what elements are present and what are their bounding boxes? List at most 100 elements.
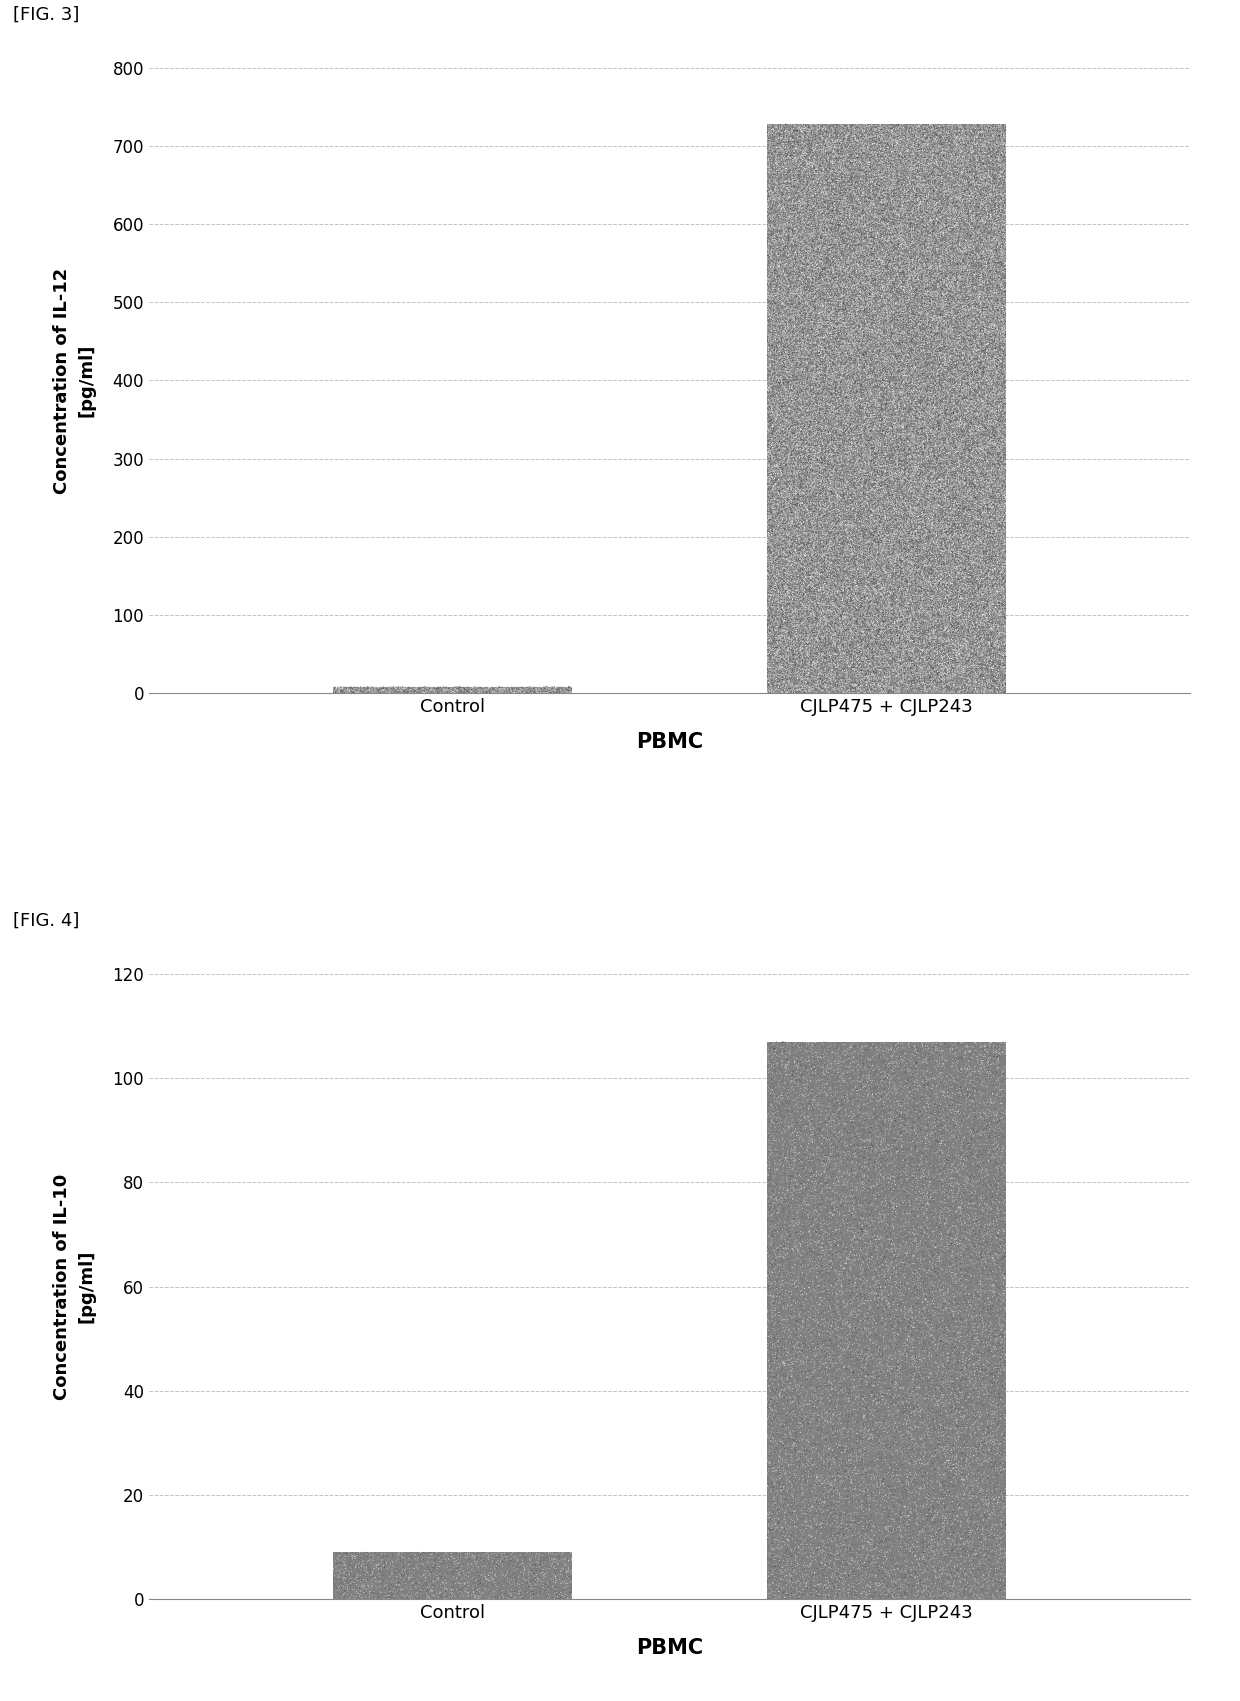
Point [763, 1466, 782, 1493]
Point [909, 396, 929, 424]
Point [996, 643, 1016, 670]
Point [774, 139, 794, 167]
Point [847, 548, 867, 575]
Point [990, 502, 1009, 529]
Point [929, 259, 949, 286]
Point [930, 223, 950, 250]
Point [935, 650, 955, 677]
Point [887, 566, 906, 594]
Point [926, 1121, 946, 1148]
Point [866, 1562, 885, 1589]
Point [929, 560, 949, 587]
Point [805, 449, 825, 476]
Point [781, 1208, 801, 1235]
Point [862, 321, 882, 349]
Point [970, 464, 990, 492]
Point [786, 524, 806, 551]
Point [777, 208, 797, 235]
Point [769, 192, 789, 219]
Point [883, 248, 903, 276]
Point [947, 289, 967, 316]
Point [818, 600, 838, 628]
Point [789, 235, 808, 262]
Point [764, 250, 784, 277]
Point [868, 357, 888, 384]
Point [879, 321, 899, 349]
Point [982, 1230, 1002, 1257]
Point [818, 301, 838, 328]
Point [925, 1510, 945, 1538]
Point [945, 155, 965, 182]
Point [853, 526, 873, 553]
Point [928, 1138, 947, 1165]
Point [978, 507, 998, 534]
Point [795, 488, 815, 515]
Point [982, 168, 1002, 196]
Point [784, 122, 804, 150]
Point [931, 310, 951, 337]
Point [952, 507, 972, 534]
Point [888, 461, 908, 488]
Point [893, 405, 913, 432]
Point [769, 1220, 789, 1247]
Point [903, 483, 923, 510]
Point [806, 1495, 826, 1522]
Point [975, 674, 994, 701]
Point [790, 381, 810, 408]
Point [861, 367, 880, 395]
Point [926, 600, 946, 628]
Point [955, 558, 975, 585]
Point [836, 512, 856, 539]
Point [800, 129, 820, 156]
Point [942, 1082, 962, 1109]
Point [946, 478, 966, 505]
Point [962, 420, 982, 447]
Point [952, 464, 972, 492]
Point [768, 126, 787, 153]
Point [905, 657, 925, 684]
Point [954, 225, 973, 252]
Point [782, 1131, 802, 1158]
Point [929, 553, 949, 580]
Point [875, 311, 895, 338]
Point [949, 315, 968, 342]
Point [918, 216, 937, 243]
Point [934, 444, 954, 471]
Point [777, 366, 797, 393]
Point [915, 223, 935, 250]
Point [921, 541, 941, 568]
Point [774, 185, 794, 213]
Point [821, 577, 841, 604]
Point [779, 466, 799, 493]
Point [951, 158, 971, 185]
Point [800, 153, 820, 180]
Point [992, 391, 1012, 418]
Point [932, 648, 952, 675]
Point [918, 502, 937, 529]
Point [993, 641, 1013, 668]
Point [766, 197, 786, 225]
Point [805, 245, 825, 272]
Point [807, 565, 827, 592]
Point [910, 658, 930, 686]
Point [904, 531, 924, 558]
Point [897, 264, 916, 291]
Point [801, 556, 821, 583]
Point [913, 415, 932, 442]
Point [817, 379, 837, 407]
Point [842, 502, 862, 529]
Point [961, 674, 981, 701]
Point [807, 354, 827, 381]
Point [954, 486, 973, 514]
Point [971, 1267, 991, 1294]
Point [766, 287, 786, 315]
Point [847, 320, 867, 347]
Point [940, 310, 960, 337]
Point [986, 668, 1006, 696]
Point [839, 172, 859, 199]
Point [936, 442, 956, 469]
Point [931, 522, 951, 549]
Point [825, 182, 844, 209]
Point [820, 373, 839, 400]
Point [869, 442, 889, 469]
